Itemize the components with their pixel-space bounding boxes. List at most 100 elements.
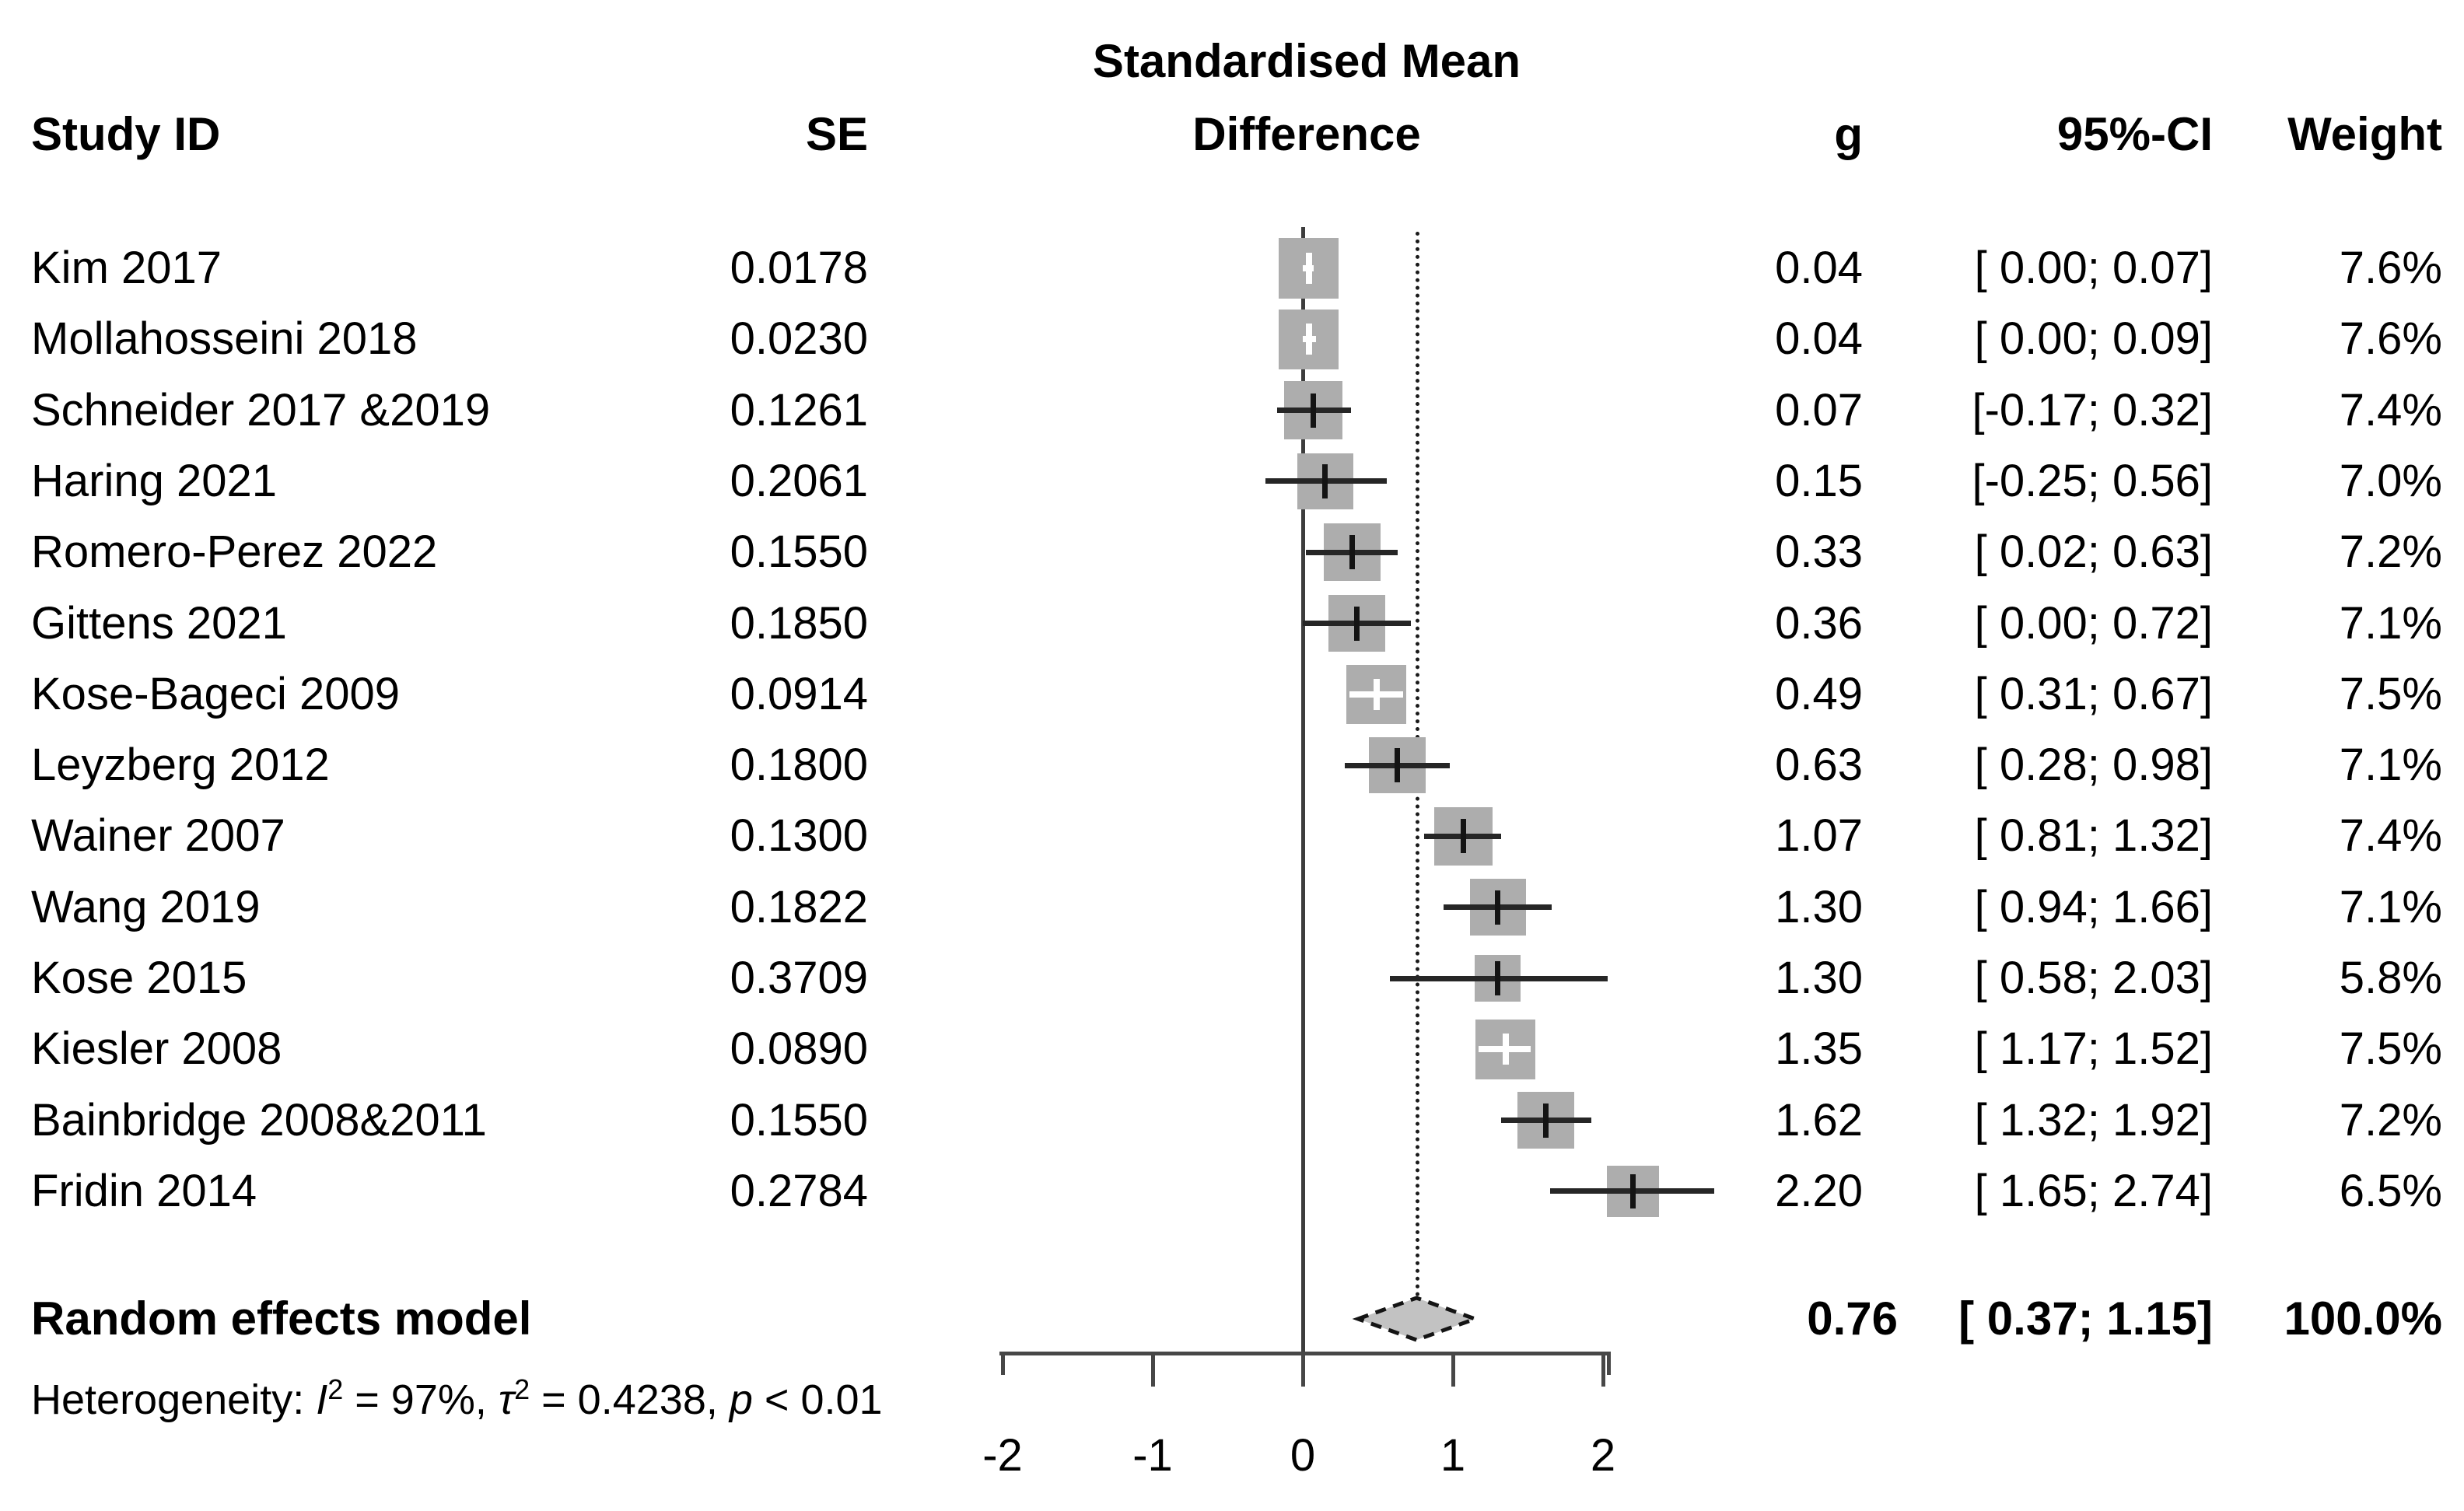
- ci-value: [ 0.02; 0.63]: [1974, 526, 2213, 578]
- study-name: Kose-Bageci 2009: [31, 668, 400, 719]
- het-i-sup: 2: [327, 1373, 344, 1405]
- x-axis-tick-label: 2: [1590, 1430, 1616, 1481]
- het-tau-sup: 2: [514, 1373, 530, 1405]
- ci-value: [ 0.28; 0.98]: [1974, 740, 2213, 791]
- se-value: 0.0230: [730, 313, 868, 365]
- ci-value: [ 0.00; 0.07]: [1974, 243, 2213, 293]
- point-estimate-tick: [1495, 961, 1501, 995]
- ci-value: [ 0.00; 0.72]: [1974, 597, 2213, 649]
- se-value: 0.1550: [730, 1094, 868, 1145]
- study-name: Fridin 2014: [31, 1165, 257, 1216]
- se-value: 0.0914: [730, 668, 868, 719]
- weight-value: 7.4%: [2339, 384, 2442, 435]
- point-estimate-tick-white: [1373, 678, 1380, 710]
- column-header-ci: 95%-CI: [2056, 108, 2213, 160]
- weight-value: 7.0%: [2339, 455, 2442, 506]
- x-axis-tick: [1300, 1352, 1305, 1387]
- study-name: Leyzberg 2012: [31, 740, 330, 791]
- het-tau-symbol: τ: [498, 1376, 515, 1423]
- x-axis-tick-label: 0: [1290, 1430, 1316, 1481]
- weight-value: 7.6%: [2339, 243, 2442, 293]
- weight-value: 7.1%: [2339, 597, 2442, 649]
- x-axis-tick-label: -1: [1132, 1430, 1173, 1481]
- point-estimate-tick: [1353, 606, 1360, 641]
- ci-value: [-0.25; 0.56]: [1972, 455, 2213, 506]
- g-value: 0.33: [1775, 526, 1863, 578]
- study-name: Kiesler 2008: [31, 1023, 282, 1075]
- column-header-se: SE: [805, 108, 868, 160]
- x-axis-tick: [1000, 1352, 1005, 1375]
- g-value: 0.15: [1775, 455, 1863, 506]
- weight-value: 7.6%: [2339, 313, 2442, 365]
- study-name: Haring 2021: [31, 455, 277, 506]
- weight-value: 6.5%: [2339, 1165, 2442, 1216]
- weight-value: 5.8%: [2339, 953, 2442, 1003]
- study-name: Mollahosseini 2018: [31, 313, 418, 365]
- summary-g-value: 0.76: [1807, 1292, 1898, 1345]
- study-name: Schneider 2017 &2019: [31, 384, 491, 435]
- se-value: 0.3709: [730, 953, 868, 1003]
- het-tau-rest: = 0.4238,: [530, 1376, 730, 1423]
- ci-value: [ 0.31; 0.67]: [1974, 668, 2213, 719]
- summary-ci-value: [ 0.37; 1.15]: [1958, 1292, 2213, 1345]
- study-name: Wang 2019: [31, 881, 261, 932]
- point-estimate-tick: [1495, 890, 1501, 925]
- x-axis-tick-label: 1: [1440, 1430, 1466, 1481]
- ci-value: [ 1.65; 2.74]: [1974, 1165, 2213, 1216]
- weight-value: 7.2%: [2339, 526, 2442, 578]
- het-p-symbol: p: [729, 1376, 753, 1423]
- ci-value: [ 0.81; 1.32]: [1974, 810, 2213, 862]
- weight-value: 7.4%: [2339, 810, 2442, 862]
- g-value: 0.49: [1775, 668, 1863, 719]
- x-axis-line: [999, 1352, 1611, 1355]
- study-name: Kose 2015: [31, 953, 247, 1003]
- column-header-study: Study ID: [31, 108, 221, 160]
- se-value: 0.1300: [730, 810, 868, 862]
- point-estimate-tick: [1311, 393, 1316, 428]
- point-estimate-tick: [1543, 1103, 1549, 1138]
- g-value: 1.35: [1775, 1023, 1863, 1075]
- het-prefix: Heterogeneity:: [31, 1376, 317, 1423]
- g-value: 0.63: [1775, 740, 1863, 791]
- se-value: 0.0178: [730, 243, 868, 293]
- het-i-symbol: I: [316, 1376, 328, 1423]
- se-value: 0.1822: [730, 881, 868, 932]
- point-estimate-tick-white: [1502, 1034, 1509, 1065]
- se-value: 0.1850: [730, 597, 868, 649]
- x-axis-tick: [1451, 1352, 1455, 1387]
- se-value: 0.2784: [730, 1165, 868, 1216]
- weight-value: 7.5%: [2339, 1023, 2442, 1075]
- summary-diamond: [1353, 1296, 1482, 1342]
- x-axis-tick-label: -2: [982, 1430, 1023, 1481]
- weight-value: 7.2%: [2339, 1094, 2442, 1145]
- g-value: 0.07: [1775, 384, 1863, 435]
- summary-weight-value: 100.0%: [2284, 1292, 2443, 1345]
- point-estimate-tick: [1395, 748, 1401, 783]
- study-name: Romero-Perez 2022: [31, 526, 438, 578]
- g-value: 1.30: [1775, 953, 1863, 1003]
- column-header-g: g: [1834, 108, 1863, 160]
- ci-value: [ 0.00; 0.09]: [1974, 313, 2213, 365]
- summary-diamond-shape: [1353, 1296, 1482, 1342]
- het-i-rest: = 97%,: [343, 1376, 499, 1423]
- point-estimate-tick: [1349, 535, 1356, 570]
- se-value: 0.0890: [730, 1023, 868, 1075]
- x-axis-end-cap: [1607, 1352, 1611, 1375]
- se-value: 0.1800: [730, 740, 868, 791]
- g-value: 0.04: [1775, 243, 1863, 293]
- ci-value: [ 1.17; 1.52]: [1974, 1023, 2213, 1075]
- point-estimate-tick: [1322, 463, 1328, 498]
- x-axis-tick: [1150, 1352, 1155, 1387]
- het-p-rest: < 0.01: [752, 1376, 883, 1423]
- study-name: Kim 2017: [31, 243, 222, 293]
- heterogeneity-text: Heterogeneity: I2 = 97%, τ2 = 0.4238, p …: [31, 1362, 883, 1423]
- column-header-effect-line1: Standardised Mean: [1092, 35, 1521, 87]
- column-header-effect-line2: Difference: [1192, 108, 1421, 160]
- weight-value: 7.1%: [2339, 881, 2442, 932]
- g-value: 1.30: [1775, 881, 1863, 932]
- summary-label: Random effects model: [31, 1292, 532, 1345]
- weight-value: 7.5%: [2339, 668, 2442, 719]
- point-estimate-tick: [1630, 1173, 1636, 1208]
- ci-value: [ 0.94; 1.66]: [1974, 881, 2213, 932]
- study-name: Gittens 2021: [31, 597, 287, 649]
